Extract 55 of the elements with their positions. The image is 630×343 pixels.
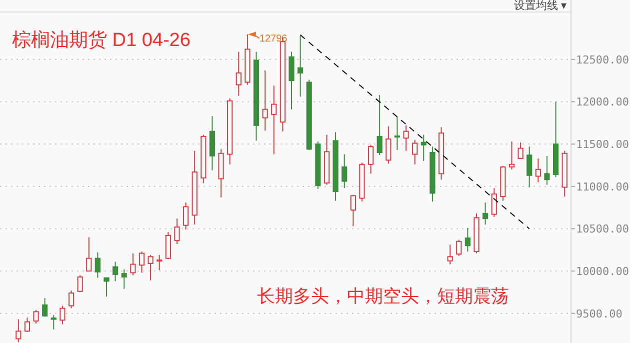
candlestick <box>394 116 400 150</box>
candlestick <box>526 146 532 188</box>
candlestick <box>518 142 524 159</box>
annotation: 设置均线 ▾ <box>514 0 567 12</box>
candlestick <box>298 35 304 98</box>
candlestick <box>33 309 39 324</box>
candlestick <box>121 268 127 290</box>
candlestick <box>24 317 30 332</box>
candlestick <box>403 124 409 152</box>
candlestick <box>156 254 162 271</box>
text: 棕榈油期货 D1 04-26 <box>12 29 190 51</box>
candlestick <box>350 194 356 227</box>
candlestick <box>508 141 515 170</box>
candlestick <box>86 236 92 272</box>
candlestick <box>138 251 145 274</box>
candlestick <box>464 227 470 252</box>
candlestick <box>68 290 74 309</box>
candlestick <box>148 254 154 281</box>
candlestick <box>447 244 453 265</box>
candlestick <box>165 232 171 260</box>
y-tick-label: 11500.00 <box>576 138 629 152</box>
candlestick <box>262 70 268 132</box>
candlestick <box>60 305 66 325</box>
candlestick <box>288 51 294 110</box>
candlestick <box>491 188 497 218</box>
candlestick <box>112 261 118 282</box>
candlestick <box>456 239 462 256</box>
candlestick <box>50 314 56 330</box>
candlestick <box>535 158 541 183</box>
candlestick <box>104 277 110 297</box>
candlestick <box>42 298 48 318</box>
annotation: 长期多头，中期空头，短期震荡 <box>257 286 509 306</box>
y-tick-label: 12000.00 <box>576 96 629 109</box>
candlestick <box>77 274 83 293</box>
candlestick <box>174 218 180 244</box>
candlestick <box>420 134 426 162</box>
candlestick <box>342 154 348 189</box>
candlestick <box>236 51 242 96</box>
candlestick <box>544 155 550 186</box>
y-tick-label: 10500.00 <box>576 222 629 236</box>
candlestick <box>271 85 277 155</box>
candlestick <box>16 318 22 343</box>
candlestick <box>412 139 418 165</box>
y-tick-label: 12500.00 <box>576 53 629 66</box>
y-tick-label: 10000.00 <box>576 265 629 278</box>
candlestick <box>386 126 392 164</box>
candlestick <box>94 252 100 278</box>
annotation: 12796 <box>259 33 288 44</box>
candlestick <box>482 202 488 225</box>
y-tick-label: 9500.00 <box>576 307 622 320</box>
candlestick <box>182 202 189 230</box>
y-tick-label: 11000.00 <box>576 180 629 194</box>
candlestick <box>376 94 382 156</box>
candlestick <box>130 252 136 276</box>
candlestick <box>368 144 374 174</box>
